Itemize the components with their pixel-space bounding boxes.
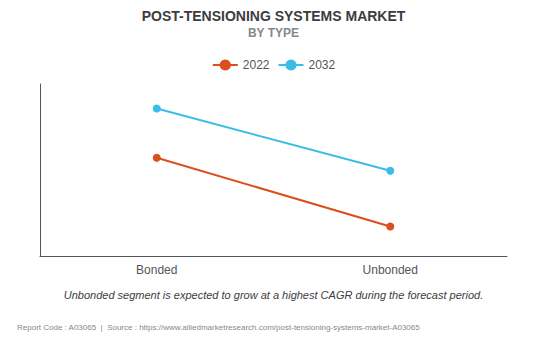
svg-text:Report Code : A03065 | Sourc: Report Code : A03065 | Source : https://… — [17, 323, 420, 332]
svg-text:Unbonded: Unbonded — [363, 263, 418, 277]
svg-text:Unbonded segment is expected t: Unbonded segment is expected to grow at … — [64, 289, 483, 301]
svg-text:Bonded: Bonded — [136, 263, 177, 277]
svg-text:2032: 2032 — [309, 58, 336, 72]
svg-text:BY TYPE: BY TYPE — [248, 26, 299, 40]
svg-text:POST-TENSIONING SYSTEMS MARKET: POST-TENSIONING SYSTEMS MARKET — [142, 8, 406, 24]
svg-text:2022: 2022 — [243, 58, 270, 72]
